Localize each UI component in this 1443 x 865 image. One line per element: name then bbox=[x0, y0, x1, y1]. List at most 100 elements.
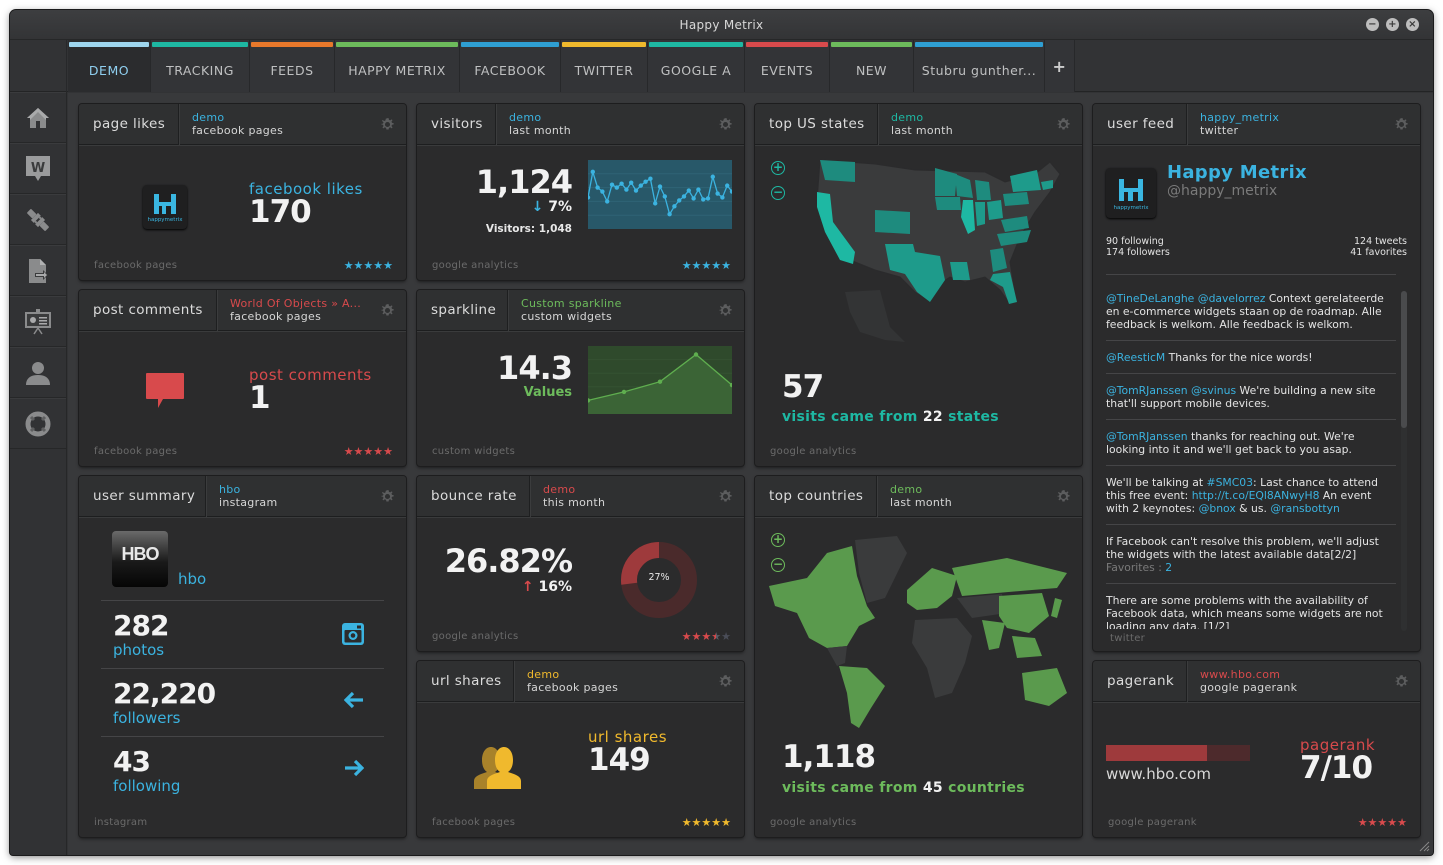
widget-source[interactable]: Custom sparkline custom widgets bbox=[521, 297, 622, 323]
scrollbar-thumb[interactable] bbox=[1401, 291, 1407, 428]
widget-source[interactable]: demo last month bbox=[891, 111, 954, 137]
tweet-list[interactable]: @TineDeLanghe @davelorrez Context gerela… bbox=[1106, 290, 1396, 629]
state-wisconsin bbox=[955, 174, 973, 198]
sidebar: W bbox=[10, 92, 67, 855]
chart-point bbox=[619, 181, 624, 186]
hbo-logo: HBO bbox=[112, 531, 168, 587]
rating-stars: ★★★★★ bbox=[343, 445, 393, 458]
tweet-link[interactable]: @ransbottyn bbox=[1270, 502, 1340, 515]
tweet-text: An event with 2 keynotes: bbox=[1106, 489, 1372, 515]
tweet-link[interactable]: @TomRJanssen bbox=[1106, 430, 1188, 443]
tab-label: TWITTER bbox=[574, 62, 634, 78]
widget-source[interactable]: www.hbo.com google pagerank bbox=[1200, 668, 1298, 694]
gear-icon[interactable] bbox=[1055, 116, 1072, 133]
tweet-link[interactable]: #SMC03 bbox=[1206, 476, 1254, 489]
map-zoom-in-button[interactable]: + bbox=[771, 532, 785, 547]
pagerank-bar bbox=[1106, 745, 1250, 761]
gear-icon[interactable] bbox=[717, 116, 734, 133]
tab-events[interactable]: EVENTS bbox=[745, 40, 830, 92]
tweet-item: @TomRJanssen @svinus We're building a ne… bbox=[1106, 374, 1396, 420]
widget-source[interactable]: demo this month bbox=[543, 483, 606, 509]
widget-source[interactable]: hbo instagram bbox=[219, 483, 278, 509]
chart-point bbox=[696, 187, 701, 192]
widget-source[interactable]: demo last month bbox=[890, 483, 953, 509]
add-tab-button[interactable]: + bbox=[1045, 40, 1075, 92]
tab-color-bar bbox=[746, 42, 828, 47]
sidebar-item-widgets[interactable]: W bbox=[10, 143, 66, 194]
tweet-link[interactable]: @svinus bbox=[1191, 384, 1237, 397]
sidebar-item-presentation[interactable] bbox=[10, 296, 66, 347]
africa bbox=[912, 618, 972, 698]
tab-stubru-gunther[interactable]: Stubru gunther... bbox=[914, 40, 1045, 92]
sidebar-item-help[interactable] bbox=[10, 398, 66, 449]
gear-icon[interactable] bbox=[1055, 488, 1072, 505]
tab-color-bar bbox=[461, 42, 559, 47]
metric-label: url shares bbox=[588, 728, 668, 746]
map-zoom-out-button[interactable]: − bbox=[771, 185, 785, 200]
japan bbox=[1051, 598, 1062, 618]
world-map[interactable] bbox=[767, 528, 1072, 733]
widget-source[interactable]: World Of Objects » A... facebook pages bbox=[230, 297, 362, 323]
map-zoom-out-button[interactable]: − bbox=[771, 557, 785, 572]
tab-happy-metrix[interactable]: HAPPY METRIX bbox=[335, 40, 460, 92]
arrow-down-icon: ↓ bbox=[531, 199, 544, 215]
chart-point bbox=[600, 189, 605, 194]
widget-visitors: visitors demo last month 1,124 ↓ 7% Visi… bbox=[417, 104, 744, 280]
tab-label: FEEDS bbox=[270, 62, 314, 78]
tab-facebook[interactable]: FACEBOOK bbox=[460, 40, 561, 92]
widget-source[interactable]: demo facebook pages bbox=[192, 111, 284, 137]
tab-feeds[interactable]: FEEDS bbox=[250, 40, 335, 92]
widget-source[interactable]: demo last month bbox=[509, 111, 572, 137]
widget-pagerank: pagerank www.hbo.com google pagerank www… bbox=[1093, 661, 1420, 837]
sidebar-item-export[interactable] bbox=[10, 245, 66, 296]
widget-source[interactable]: demo facebook pages bbox=[527, 668, 619, 694]
dashboard: page likes demo facebook pages happymetr… bbox=[68, 93, 1433, 855]
map-zoom-in-button[interactable]: + bbox=[771, 160, 785, 175]
account-name[interactable]: hbo bbox=[178, 570, 207, 588]
tab-twitter[interactable]: TWITTER bbox=[561, 40, 648, 92]
tweet-scrollbar[interactable] bbox=[1401, 291, 1407, 631]
tweet-link[interactable]: http://t.co/EQl8ANwyH8 bbox=[1191, 489, 1320, 502]
india bbox=[982, 620, 1005, 650]
tab-color-bar bbox=[831, 42, 912, 47]
tab-google-a[interactable]: GOOGLE A bbox=[648, 40, 745, 92]
gear-icon[interactable] bbox=[717, 673, 734, 690]
sidebar-item-account[interactable] bbox=[10, 347, 66, 398]
user-icon bbox=[26, 361, 50, 385]
widget-title: visitors bbox=[431, 116, 483, 132]
tab-new[interactable]: NEW bbox=[830, 40, 914, 92]
south-america bbox=[839, 666, 885, 728]
us-states-map[interactable] bbox=[805, 152, 1065, 352]
widget-bounce-rate: bounce rate demo this month 26.82% ↑ 16%… bbox=[417, 476, 744, 651]
gear-icon[interactable] bbox=[717, 488, 734, 505]
widget-footer: twitter bbox=[1110, 633, 1146, 644]
tweet-link[interactable]: @TomRJanssen bbox=[1106, 384, 1188, 397]
tab-tracking[interactable]: TRACKING bbox=[151, 40, 250, 92]
resize-grip-icon[interactable] bbox=[1418, 840, 1430, 852]
tweet-text: Context gerelateerde en e-commerce widge… bbox=[1106, 292, 1384, 331]
tweet-link[interactable]: @bnox bbox=[1198, 502, 1236, 515]
rating-stars: ★★★★★ bbox=[681, 259, 731, 272]
widget-source[interactable]: happy_metrix twitter bbox=[1200, 111, 1280, 137]
tab-demo[interactable]: DEMO bbox=[68, 40, 151, 92]
tweet-link[interactable]: @davelorrez bbox=[1197, 292, 1266, 305]
chart-area bbox=[588, 354, 732, 414]
title-bar: Happy Metrix − + × bbox=[10, 10, 1433, 40]
sidebar-item-home[interactable] bbox=[10, 92, 66, 143]
maximize-button[interactable]: + bbox=[1386, 18, 1399, 31]
central-america bbox=[827, 646, 847, 666]
gear-icon[interactable] bbox=[1393, 673, 1410, 690]
metric-value: 1 bbox=[249, 380, 271, 416]
minimize-button[interactable]: − bbox=[1366, 18, 1379, 31]
gear-icon[interactable] bbox=[379, 488, 396, 505]
profile-name[interactable]: Happy Metrix bbox=[1167, 162, 1307, 183]
tweet-link[interactable]: @ReesticM bbox=[1106, 351, 1166, 364]
gear-icon[interactable] bbox=[379, 302, 396, 319]
tweet-link[interactable]: @TineDeLanghe bbox=[1106, 292, 1195, 305]
gear-icon[interactable] bbox=[1393, 116, 1410, 133]
gear-icon[interactable] bbox=[379, 116, 396, 133]
close-button[interactable]: × bbox=[1406, 18, 1419, 31]
gear-icon[interactable] bbox=[717, 302, 734, 319]
tab-color-bar bbox=[336, 42, 458, 47]
sidebar-item-integrations[interactable] bbox=[10, 194, 66, 245]
